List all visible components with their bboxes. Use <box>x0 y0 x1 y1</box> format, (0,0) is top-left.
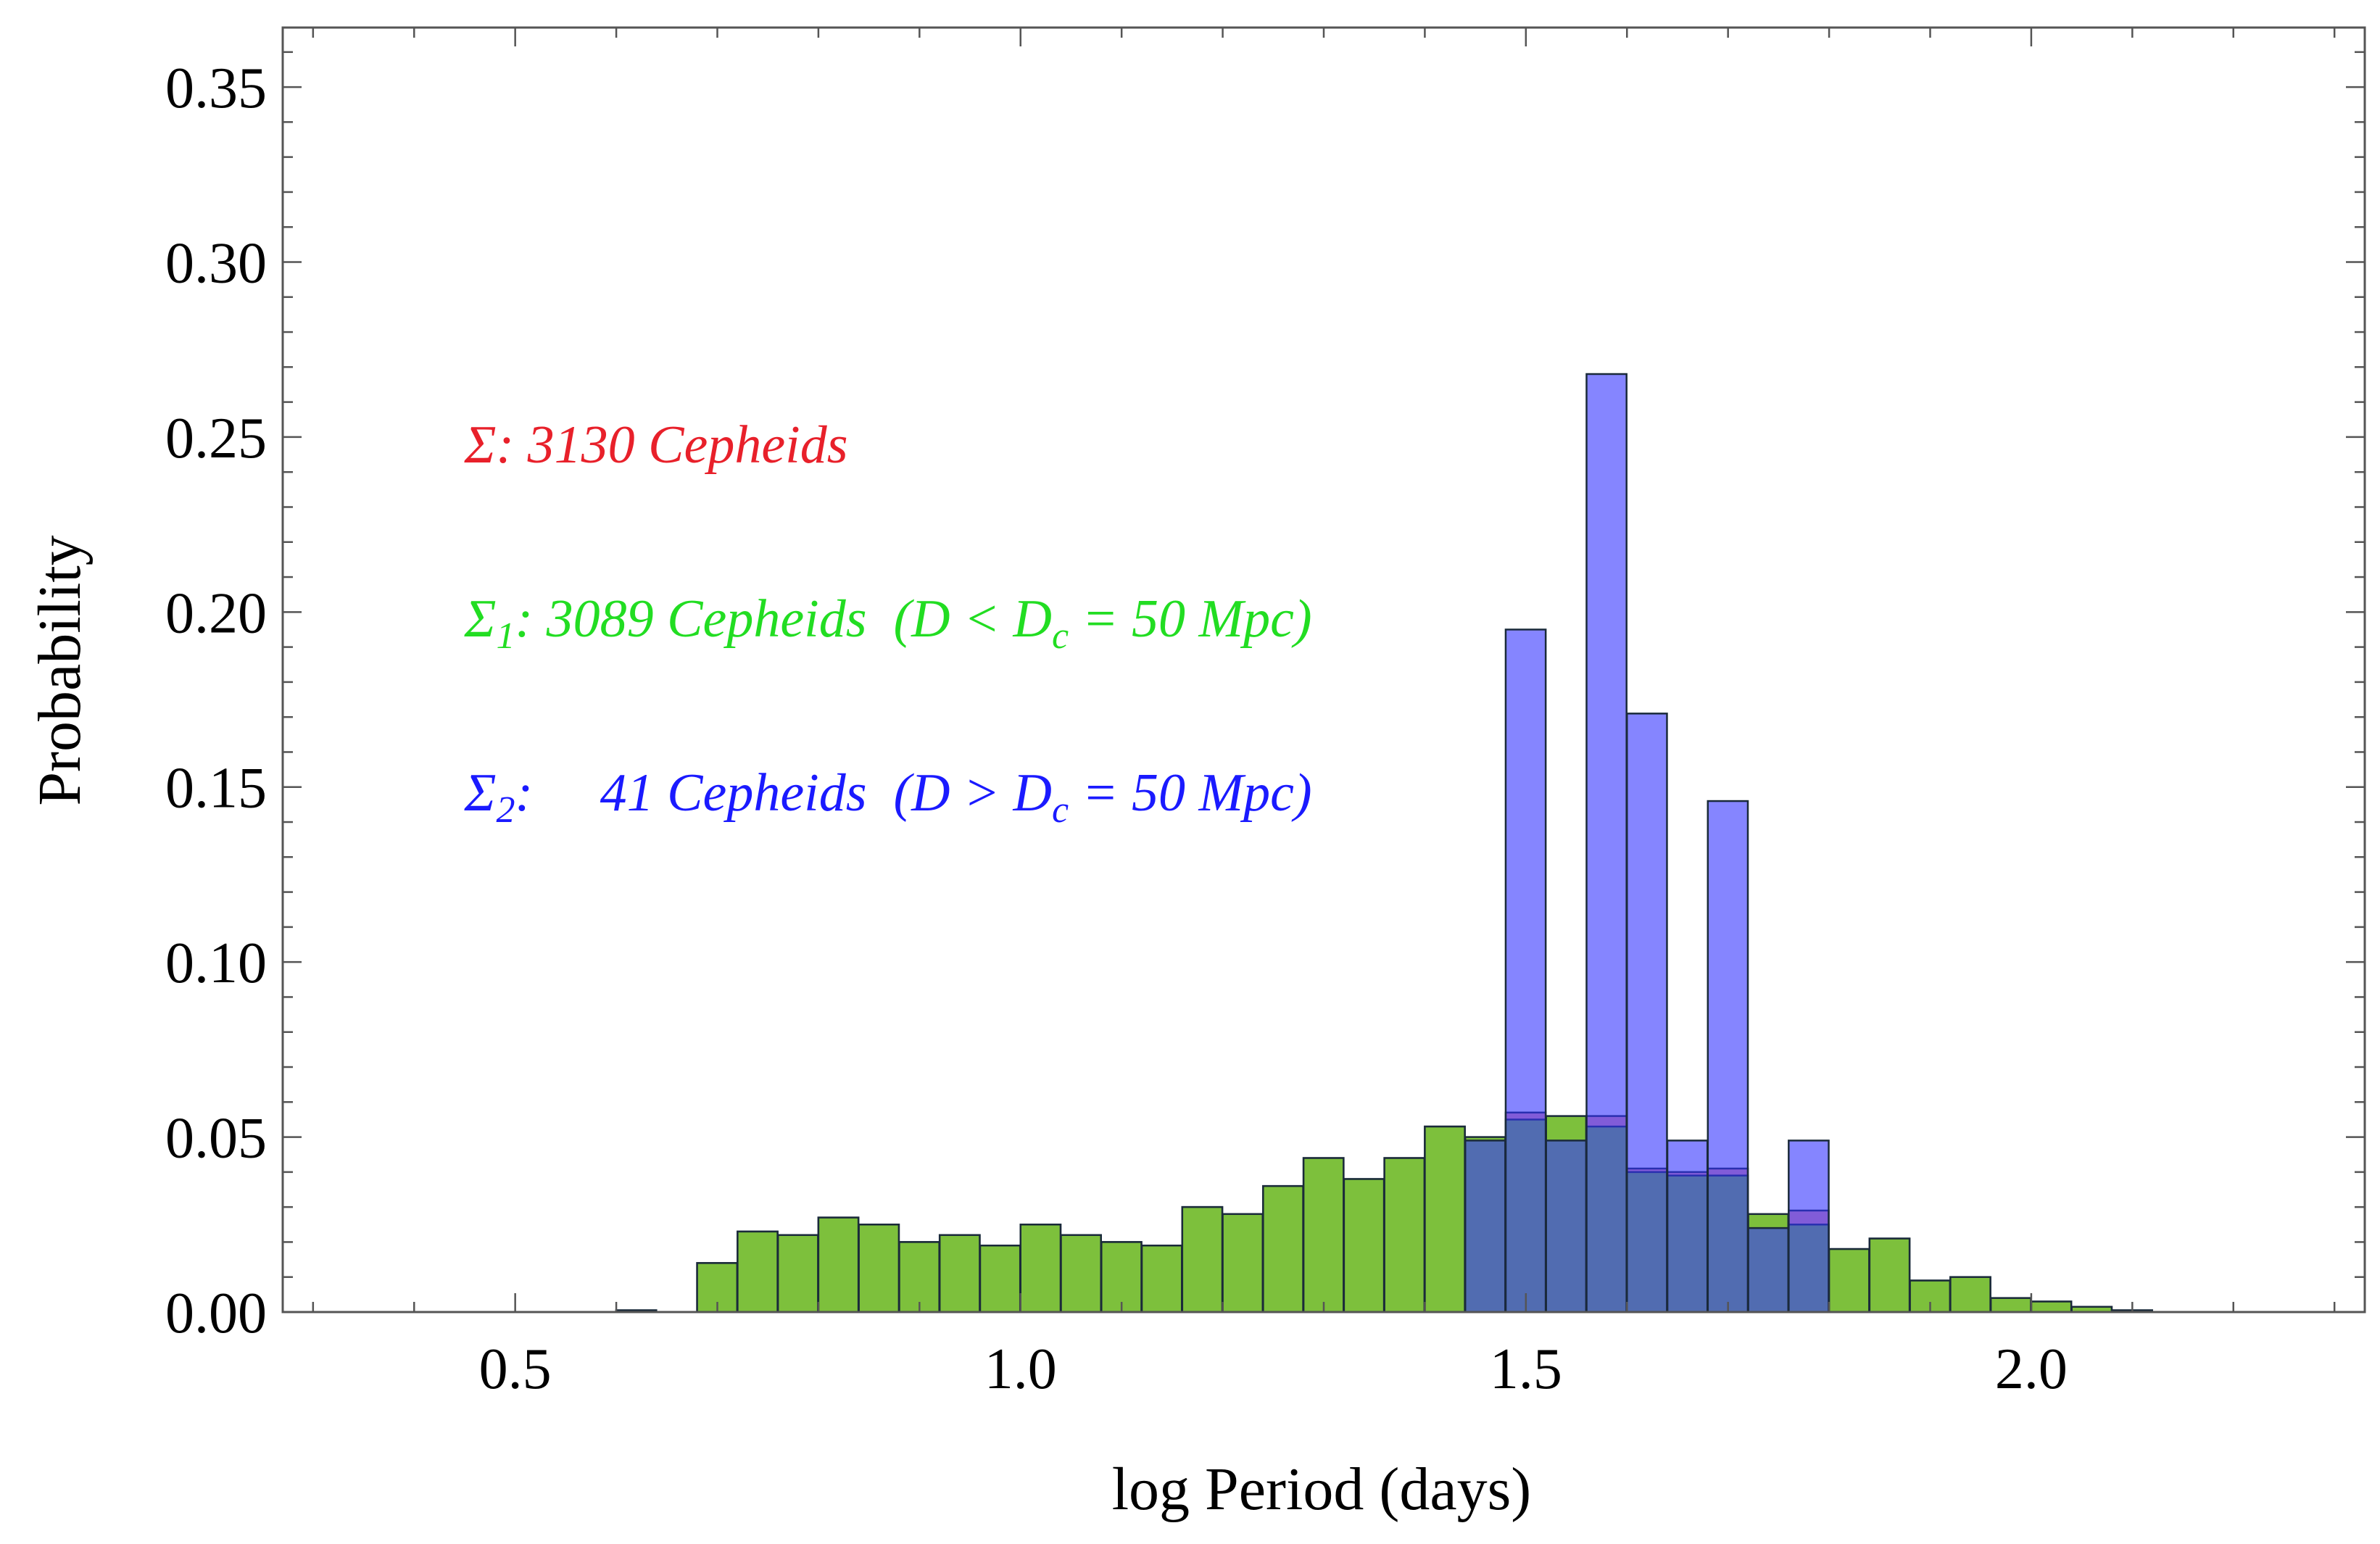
y-tick-label: 0.30 <box>165 231 267 295</box>
y-axis-title: Probability <box>26 535 94 805</box>
bar <box>1424 1125 1466 1313</box>
x-tick-label: 0.5 <box>479 1337 552 1401</box>
y-tick-label: 0.00 <box>165 1282 267 1345</box>
annotation-far-sub2: c <box>1052 789 1069 831</box>
bar <box>737 1230 779 1313</box>
y-tick-label: 0.15 <box>165 757 267 821</box>
y-tick-label: 0.25 <box>165 407 267 470</box>
bars-layer <box>615 373 2153 1313</box>
ticks-layer: 0.5 1.0 1.5 2.0 0.00 0.05 0.10 0.15 0.20 0.25 0.30… <box>165 28 2365 1401</box>
annotation-near-sub2: c <box>1052 615 1069 657</box>
bar <box>1868 1237 1911 1313</box>
bar <box>776 1234 819 1313</box>
bar <box>1666 1140 1709 1313</box>
bar <box>1019 1224 1062 1313</box>
annotation-near-sub: 1 <box>496 615 515 657</box>
bar <box>1262 1184 1304 1313</box>
annotation-total-symbol: Σ <box>464 415 497 475</box>
y-tick-label: 0.35 <box>165 57 267 120</box>
bar <box>938 1234 981 1313</box>
annotation-total: Σ: 3130 Cepheids <box>397 415 888 475</box>
bar <box>1828 1248 1870 1313</box>
x-tick-label: 1.0 <box>984 1337 1057 1401</box>
x-axis-title: log Period (days) <box>1112 1456 1532 1523</box>
series-1 <box>615 1115 2153 1313</box>
bar <box>1585 373 1628 1313</box>
annotation-near-symbol: Σ <box>464 589 497 649</box>
bar <box>1060 1234 1102 1313</box>
bar <box>1707 800 1749 1313</box>
bar <box>1545 1140 1588 1313</box>
bar <box>898 1241 940 1313</box>
annotation-far-text: : 41 Cepheids (D > D <box>515 763 1052 823</box>
bar <box>1747 1227 1790 1313</box>
annotation-far-sub: 2 <box>496 789 515 831</box>
bar <box>858 1224 900 1313</box>
bar <box>1383 1157 1426 1313</box>
bar <box>1222 1213 1264 1313</box>
annotation-near-tail: = 50 Mpc) <box>1069 589 1312 649</box>
annotation-total-text: : 3130 Cepheids <box>496 415 847 475</box>
y-tick-label: 0.05 <box>165 1107 267 1171</box>
bar <box>2030 1300 2073 1313</box>
y-tick-label: 0.10 <box>165 931 267 995</box>
x-tick-label: 2.0 <box>1995 1337 2068 1401</box>
annotation-far-symbol: Σ <box>464 763 497 823</box>
bar <box>817 1216 860 1313</box>
x-tick-label: 1.5 <box>1490 1337 1562 1401</box>
y-tick-label: 0.20 <box>165 581 267 645</box>
annotation-far: Σ2: 41 Cepheids (D > Dc = 50 Mpc) <box>397 763 1352 831</box>
bar <box>1140 1245 1183 1313</box>
bar <box>1464 1140 1506 1313</box>
bar <box>1788 1140 1830 1313</box>
bar <box>1343 1178 1385 1313</box>
bar <box>1181 1205 1224 1313</box>
bar <box>1949 1276 1991 1313</box>
bar <box>1989 1297 2032 1313</box>
plot-frame <box>281 26 2366 1313</box>
bar <box>1626 713 1668 1313</box>
series-2 <box>1464 373 1830 1313</box>
annotation-near: Σ1: 3089 Cepheids (D < Dc = 50 Mpc) <box>397 589 1352 657</box>
bar <box>979 1245 1021 1313</box>
bar <box>1504 628 1547 1313</box>
annotation-near-text: : 3089 Cepheids (D < D <box>515 589 1052 649</box>
annotation-far-tail: = 50 Mpc) <box>1069 763 1312 823</box>
bar <box>1302 1157 1345 1313</box>
bar <box>1100 1241 1143 1313</box>
